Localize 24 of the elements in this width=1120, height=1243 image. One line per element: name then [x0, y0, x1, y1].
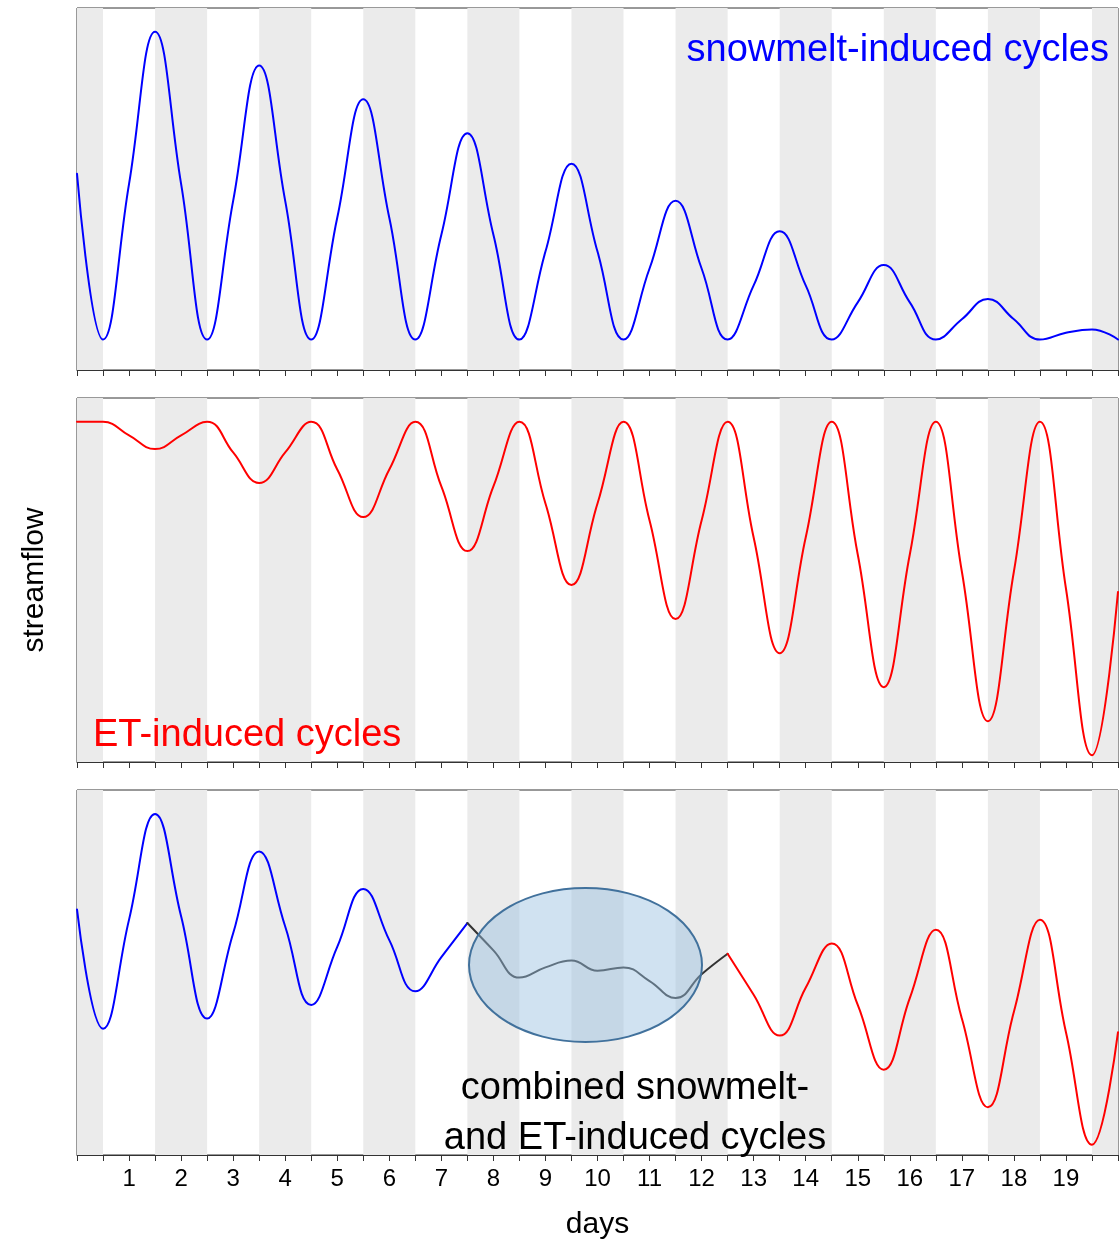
x-tick-label: 5 — [330, 1163, 344, 1191]
x-tick-label: 6 — [382, 1163, 396, 1191]
x-axis-title: days — [565, 1205, 630, 1239]
chart-title: snowmelt-induced cycles — [686, 27, 1110, 69]
x-tick-label: 12 — [688, 1163, 715, 1191]
x-tick-label: 9 — [538, 1163, 553, 1191]
x-tick-label: 2 — [174, 1163, 188, 1191]
x-tick-label: 7 — [434, 1163, 449, 1191]
x-tick-label: 17 — [948, 1163, 976, 1191]
x-tick-label: 13 — [740, 1163, 767, 1191]
x-tick-label: 10 — [584, 1163, 611, 1191]
x-tick-label: 18 — [1000, 1163, 1028, 1191]
x-tick-label: 1 — [122, 1163, 136, 1191]
x-tick-label: 15 — [844, 1163, 872, 1191]
x-tick-label: 16 — [896, 1163, 924, 1191]
x-tick-label: 3 — [226, 1163, 240, 1191]
text: ET-induced cycles — [93, 712, 402, 754]
x-tick-label: 19 — [1052, 1163, 1080, 1191]
x-tick-label: 14 — [792, 1163, 820, 1191]
text: combined snowmelt- and ET-induced cycles — [443, 1065, 827, 1157]
x-tick-label: 4 — [278, 1163, 292, 1191]
x-tick-label: 8 — [486, 1163, 501, 1191]
y-axis-title: streamflow — [15, 507, 49, 653]
x-tick-label: 11 — [637, 1163, 663, 1191]
